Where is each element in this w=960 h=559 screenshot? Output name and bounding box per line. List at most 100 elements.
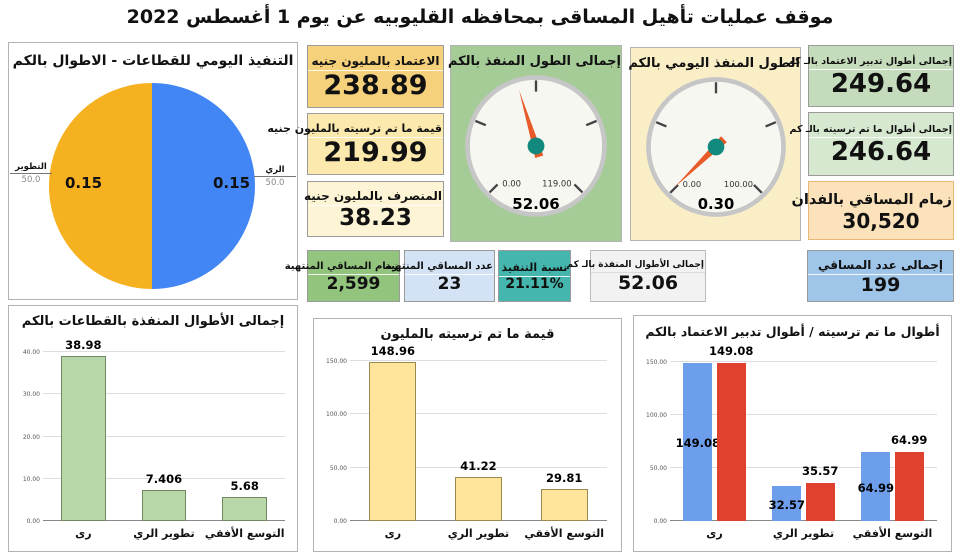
card-credit-lengths-km[interactable]: إجمالى أطوال تدبير الاعتماد بالـ كم 249.… bbox=[788, 45, 954, 107]
x-axis: رى تطوير الري التوسع الأفقي bbox=[350, 521, 607, 549]
x-axis-category-label: تطوير الري bbox=[133, 527, 195, 540]
plot-area: 0.00 50.00 100.00 150.00 149.08 149.08 32.57 35… bbox=[646, 344, 937, 525]
bar-value-label: 149.08 bbox=[708, 343, 754, 358]
bar-chart-awarded-vs-credit-panel: أطوال ما تم ترسيته / أطوال تدبير الاعتما… bbox=[633, 315, 952, 552]
y-axis-tick-label: 50.00 bbox=[649, 465, 667, 472]
kpi-execution-percentage-label: نسبة التنفيذ bbox=[499, 259, 570, 278]
card-credit-million-value: 238.89 bbox=[323, 70, 428, 102]
kpi-total-executed-lengths-km[interactable]: إجمالى الأطوال المنفذة بالـ كم 52.06 bbox=[567, 250, 706, 302]
gauge-daily-executed[interactable]: 0.00 100.00 0.30 bbox=[642, 73, 790, 221]
bar-chart-awarded-value-title: قيمة ما تم ترسيته بالمليون bbox=[380, 327, 555, 342]
card-awarded-value-million[interactable]: قيمة ما تم ترسيته بالمليون جنيه 219.99 bbox=[267, 113, 444, 175]
kpi-total-canals-count[interactable]: إجمالى عدد المساقي 199 bbox=[807, 250, 954, 302]
bar[interactable] bbox=[222, 497, 267, 521]
plot-area: 0.00 10.00 20.00 30.00 40.00 38.98 7.406 5.68 bbox=[23, 338, 285, 525]
gridline bbox=[43, 351, 285, 352]
gauge-daily-executed-panel: الطول المنفذ اليومي بالكم 0.00 100.00 0.… bbox=[628, 47, 801, 241]
bar-series-1[interactable] bbox=[894, 452, 924, 521]
gridline bbox=[43, 435, 285, 437]
card-credit-lengths-km-value: 249.64 bbox=[830, 68, 932, 99]
pie-slice-value-development: 0.15 bbox=[65, 174, 103, 192]
kpi-finished-canals-count[interactable]: عدد المساقي المنتهية 23 bbox=[385, 250, 495, 302]
gridline bbox=[43, 393, 285, 395]
pie-chart-title: التنفيذ اليومي للقطاعات - الاطوال بالكم bbox=[12, 53, 294, 69]
gauge-max-label: 119.00 bbox=[542, 178, 571, 188]
pie-label-irrigation: الري 50.0 bbox=[254, 165, 296, 188]
kpi-total-canals-count-label: إجمالى عدد المساقي bbox=[808, 256, 953, 276]
x-axis-category-label: تطوير الري bbox=[772, 527, 835, 540]
bar-chart-awarded-value-panel: قيمة ما تم ترسيته بالمليون 0.00 50.00 100.… bbox=[313, 318, 622, 552]
kpi-finished-canals-area-value: 2,599 bbox=[326, 273, 381, 294]
card-spent-million-value: 38.23 bbox=[339, 204, 412, 231]
bar-series-0[interactable] bbox=[772, 486, 802, 521]
kpi-execution-percentage-value: 21.11% bbox=[505, 276, 564, 293]
gauge-total-executed[interactable]: 0.00 119.00 52.06 bbox=[461, 71, 611, 221]
pie-label-development: التطوير 50.0 bbox=[10, 162, 52, 185]
bar-series-1[interactable] bbox=[716, 362, 746, 521]
bar[interactable] bbox=[454, 477, 503, 521]
kpi-finished-canals-area[interactable]: زمام المساقي المنتهية 2,599 bbox=[285, 250, 400, 302]
gauge-ticks bbox=[474, 80, 598, 194]
bar-chart-executed-lengths-panel: إجمالى الأطوال المنفذة بالقطاعات بالكم 0… bbox=[8, 305, 298, 552]
gridline bbox=[350, 466, 607, 468]
bar-value-label: 7.406 bbox=[145, 471, 183, 486]
y-axis-tick-label: 150.00 bbox=[326, 358, 347, 365]
bar[interactable] bbox=[141, 489, 187, 521]
gauge-daily-executed-title: الطول المنفذ اليومي بالكم bbox=[628, 56, 800, 71]
y-axis-tick-label: 100.00 bbox=[646, 412, 667, 419]
gridline bbox=[670, 467, 937, 468]
x-axis: رى تطوير الري التوسع الأفقي bbox=[670, 521, 937, 549]
card-canal-area-feddan[interactable]: زمام المساقي بالفدان 30,520 bbox=[791, 181, 954, 240]
y-axis-tick-label: 0.00 bbox=[653, 518, 667, 525]
y-axis-tick-label: 10.00 bbox=[22, 475, 40, 483]
gauge-max-label: 100.00 bbox=[723, 179, 752, 189]
bar-series-0[interactable] bbox=[683, 362, 713, 521]
bar-value-label: 41.22 bbox=[460, 459, 497, 474]
bar-series-0[interactable] bbox=[861, 452, 891, 521]
card-credit-million-label: الاعتماد بالمليون جنيه bbox=[308, 52, 443, 72]
y-axis-tick-label: 40.00 bbox=[22, 349, 40, 356]
bar-series-1[interactable] bbox=[805, 483, 835, 521]
plot-area: 0.00 50.00 100.00 150.00 148.96 41.22 29.81 bbox=[326, 344, 607, 525]
gauge-value: 0.30 bbox=[697, 196, 734, 213]
bar-chart-awarded-vs-credit-title: أطوال ما تم ترسيته / أطوال تدبير الاعتما… bbox=[645, 324, 940, 339]
pie-slice-value-irrigation: 0.15 bbox=[213, 174, 251, 192]
bar-value-label: 148.96 bbox=[370, 344, 416, 359]
card-spent-million[interactable]: المنصرف بالمليون جنيه 38.23 bbox=[304, 181, 444, 237]
gridline bbox=[670, 520, 937, 521]
kpi-total-executed-lengths-km-value: 52.06 bbox=[617, 272, 679, 295]
card-awarded-lengths-km-label: إجمالى أطوال ما تم ترسيته بالـ كم bbox=[790, 122, 953, 138]
card-spent-million-label: المنصرف بالمليون جنيه bbox=[304, 187, 443, 206]
y-axis-tick-label: 0.00 bbox=[26, 518, 40, 525]
pie-label-irrigation-name: الري bbox=[254, 165, 296, 177]
bar[interactable] bbox=[369, 362, 417, 521]
kpi-execution-percentage[interactable]: نسبة التنفيذ 21.11% bbox=[498, 250, 571, 302]
card-canal-area-feddan-value: 30,520 bbox=[842, 208, 920, 233]
card-awarded-value-million-value: 219.99 bbox=[323, 137, 428, 169]
bar[interactable] bbox=[61, 356, 106, 521]
y-axis-tick-label: 20.00 bbox=[22, 433, 40, 441]
pie-chart[interactable] bbox=[49, 83, 255, 289]
bar[interactable] bbox=[540, 489, 588, 521]
card-canal-area-feddan-label: زمام المساقي بالفدان bbox=[791, 191, 952, 208]
gauge-value: 52.06 bbox=[512, 195, 559, 213]
card-awarded-lengths-km[interactable]: إجمالى أطوال ما تم ترسيته بالـ كم 246.64 bbox=[790, 112, 954, 176]
gauge-min-label: 0.00 bbox=[682, 179, 701, 189]
y-axis-tick-label: 30.00 bbox=[22, 391, 40, 399]
bar-chart-executed-lengths-title: إجمالى الأطوال المنفذة بالقطاعات بالكم bbox=[21, 314, 285, 329]
card-awarded-lengths-km-value: 246.64 bbox=[830, 136, 932, 167]
x-axis-category-label: رى bbox=[706, 527, 723, 540]
card-credit-million[interactable]: الاعتماد بالمليون جنيه 238.89 bbox=[307, 45, 444, 108]
bar-value-label: 35.57 bbox=[801, 464, 839, 479]
bar-value-label: 29.81 bbox=[545, 471, 583, 486]
gauge-total-executed-panel: إجمالى الطول المنفذ بالكم 0.00 119.00 52… bbox=[448, 45, 622, 242]
bar-value-label: 64.99 bbox=[857, 480, 895, 495]
pie-label-irrigation-pct: 50.0 bbox=[265, 178, 285, 188]
x-axis-category-label: رى bbox=[384, 527, 402, 540]
kpi-total-canals-count-value: 199 bbox=[860, 274, 901, 297]
x-axis-category-label: التوسع الأفقي bbox=[524, 527, 604, 540]
bar-value-label: 64.99 bbox=[890, 433, 928, 448]
gauge-center-dot bbox=[527, 137, 545, 155]
kpi-finished-canals-count-label: عدد المساقي المنتهية bbox=[385, 259, 494, 275]
bar-value-label: 5.68 bbox=[230, 479, 259, 494]
